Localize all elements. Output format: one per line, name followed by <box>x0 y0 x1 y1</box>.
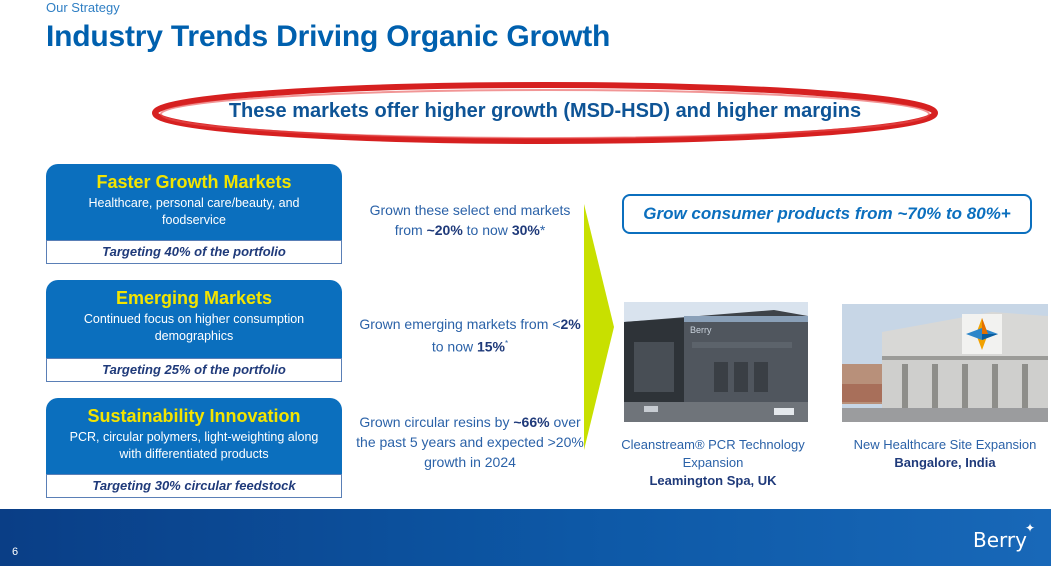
eyebrow-label: Our Strategy <box>46 0 120 15</box>
mid-text-post: * <box>539 222 546 238</box>
card-target: Targeting 25% of the portfolio <box>46 358 342 382</box>
mid-text-bold: 30% <box>511 222 540 238</box>
card-sustainability: Sustainability Innovation PCR, circular … <box>46 398 342 498</box>
card-title: Emerging Markets <box>115 288 273 308</box>
card-faster-growth: Faster Growth Markets Healthcare, person… <box>46 164 342 264</box>
red-ellipse-shape <box>152 82 938 144</box>
photo-sign-text: Berry <box>690 325 712 335</box>
mid-text-bold: 15% <box>476 338 506 355</box>
mid-text-post: * <box>505 339 509 348</box>
caption-location: Leamington Spa, UK <box>649 473 777 488</box>
mid-text-pre: Grown circular resins by <box>359 414 514 430</box>
goal-box: Grow consumer products from ~70% to 80%+ <box>622 194 1032 234</box>
card-title: Faster Growth Markets <box>96 172 292 192</box>
middle-text-circular: Grown circular resins by ~66% over the p… <box>354 412 586 472</box>
page-number: 6 <box>12 546 19 558</box>
mid-text-mid: to now <box>462 222 512 238</box>
mid-text-pre: Grown emerging markets from < <box>359 316 561 332</box>
mid-text-mid: to now <box>431 338 477 355</box>
callout-ellipse: These markets offer higher growth (MSD-H… <box>150 78 940 148</box>
mid-text-bold: ~66% <box>513 414 550 430</box>
logo-star-icon: ✦ <box>1024 521 1035 535</box>
page-title: Industry Trends Driving Organic Growth <box>46 20 611 53</box>
card-target: Targeting 40% of the portfolio <box>46 240 342 264</box>
healthcare-site-photo <box>842 304 1048 422</box>
card-emerging-markets: Emerging Markets Continued focus on high… <box>46 280 342 382</box>
caption-healthcare: New Healthcare Site Expansion Bangalore,… <box>840 436 1050 472</box>
middle-text-emerging: Grown emerging markets from <2% to now 1… <box>354 314 586 357</box>
caption-text: Cleanstream® PCR Technology Expansion <box>621 437 805 470</box>
card-title: Sustainability Innovation <box>87 406 301 426</box>
caption-location: Bangalore, India <box>894 455 996 470</box>
card-description: Continued focus on higher consumption de… <box>83 312 305 343</box>
middle-text-growth: Grown these select end markets from ~20%… <box>354 200 586 240</box>
callout-text: These markets offer higher growth (MSD-H… <box>228 100 862 122</box>
card-description: Healthcare, personal care/beauty, and fo… <box>88 196 300 227</box>
cleanstream-facility-photo: Berry <box>624 302 808 422</box>
mid-text-pre: Grown these select end markets from <box>369 202 571 238</box>
card-header: Emerging Markets Continued focus on high… <box>46 280 342 358</box>
card-description: PCR, circular polymers, light-weighting … <box>69 430 319 461</box>
mid-text-mid: over the past 5 years and expected >20% … <box>356 414 584 470</box>
footer-bar: 6 Berry ✦ <box>0 509 1051 566</box>
card-header: Sustainability Innovation PCR, circular … <box>46 398 342 474</box>
caption-text: New Healthcare Site Expansion <box>853 437 1037 452</box>
berry-logo: Berry <box>973 528 1027 552</box>
card-header: Faster Growth Markets Healthcare, person… <box>46 164 342 240</box>
chevron-arrow-icon <box>584 204 614 450</box>
mid-text-bold: ~20% <box>426 222 463 238</box>
card-target: Targeting 30% circular feedstock <box>46 474 342 498</box>
mid-text-bold: 2% <box>560 316 581 332</box>
caption-cleanstream: Cleanstream® PCR Technology Expansion Le… <box>612 436 814 490</box>
